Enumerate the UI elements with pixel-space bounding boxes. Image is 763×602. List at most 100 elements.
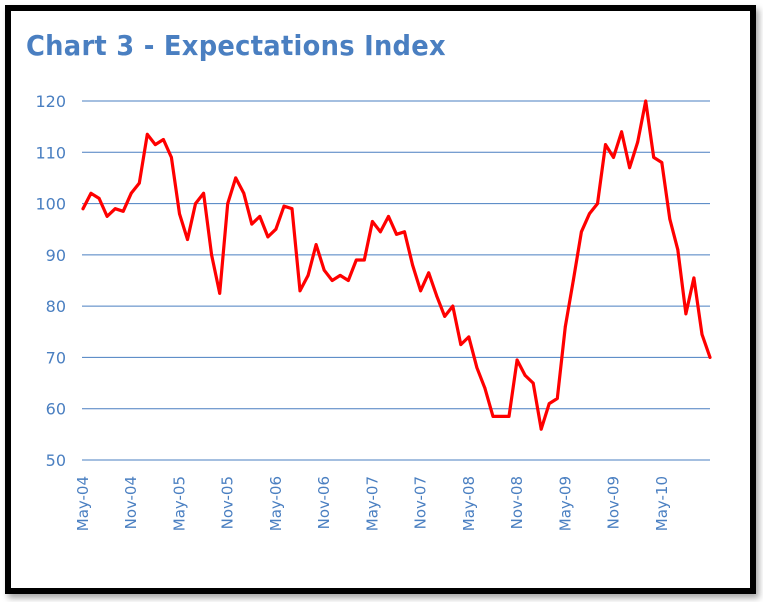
y-axis-ticks: 50 60 70 80 90 100 110 120 xyxy=(35,92,66,470)
data-point xyxy=(170,156,173,159)
data-point xyxy=(692,276,696,280)
data-point xyxy=(571,279,575,282)
data-point xyxy=(113,207,117,211)
y-tick-label: 90 xyxy=(46,246,66,265)
data-point xyxy=(322,268,326,272)
data-point xyxy=(330,279,334,282)
data-point xyxy=(145,132,149,136)
series-line xyxy=(81,99,712,431)
data-point xyxy=(443,315,447,318)
series-layer xyxy=(81,99,712,431)
data-point xyxy=(282,204,286,208)
data-point xyxy=(97,197,101,200)
data-point xyxy=(467,335,471,339)
data-point xyxy=(346,279,350,282)
data-point xyxy=(507,415,511,418)
data-point xyxy=(338,273,342,277)
gridlines xyxy=(82,100,710,461)
data-point xyxy=(395,232,398,236)
data-point xyxy=(700,332,704,336)
data-point xyxy=(298,289,302,293)
x-tick-label: May-07 xyxy=(363,476,381,531)
data-point xyxy=(153,143,157,146)
x-tick-label: May-10 xyxy=(653,476,671,531)
data-point xyxy=(652,156,656,159)
data-point xyxy=(459,343,463,347)
data-point xyxy=(379,230,382,234)
x-tick-label: May-09 xyxy=(556,476,574,531)
x-tick-label: Nov-04 xyxy=(122,476,140,529)
x-axis-ticks: May-04 Nov-04 May-05 Nov-05 May-06 Nov-06 May-… xyxy=(74,476,671,531)
data-point xyxy=(555,397,559,400)
data-point xyxy=(427,271,431,275)
data-point xyxy=(531,381,535,385)
y-tick-label: 50 xyxy=(46,451,66,470)
data-point xyxy=(274,227,278,231)
x-tick-label: Nov-06 xyxy=(315,476,333,529)
data-point xyxy=(81,207,85,211)
data-point xyxy=(483,386,487,390)
data-point xyxy=(370,220,374,223)
data-point xyxy=(258,214,262,218)
x-tick-label: May-04 xyxy=(74,476,92,531)
data-point xyxy=(266,235,270,239)
data-point xyxy=(242,191,246,195)
y-tick-label: 120 xyxy=(35,92,66,111)
data-point xyxy=(579,230,583,234)
y-tick-label: 110 xyxy=(35,143,66,162)
data-point xyxy=(129,191,133,195)
data-point xyxy=(620,130,623,134)
data-point xyxy=(137,181,141,185)
data-point xyxy=(523,373,527,377)
y-tick-label: 100 xyxy=(35,195,66,214)
y-tick-label: 60 xyxy=(46,400,66,419)
data-point xyxy=(403,230,406,234)
data-point xyxy=(314,243,318,247)
data-point xyxy=(636,140,640,144)
data-point xyxy=(250,222,254,226)
chart-frame xyxy=(5,5,756,594)
x-tick-label: Nov-07 xyxy=(412,476,430,529)
data-point xyxy=(491,415,495,418)
x-tick-label: Nov-05 xyxy=(219,476,237,529)
data-point xyxy=(588,212,591,216)
data-point xyxy=(202,191,205,195)
x-tick-label: May-08 xyxy=(460,476,478,531)
data-point xyxy=(306,273,310,277)
x-tick-label: Nov-08 xyxy=(508,476,526,529)
data-point xyxy=(604,143,607,146)
data-point xyxy=(290,207,294,211)
y-tick-label: 80 xyxy=(46,297,66,316)
data-point xyxy=(194,202,197,205)
data-point xyxy=(612,156,615,159)
data-point xyxy=(387,214,390,218)
data-point xyxy=(178,212,181,216)
data-point xyxy=(515,358,519,362)
data-point xyxy=(105,214,109,218)
data-point xyxy=(161,138,165,141)
data-point xyxy=(362,258,366,262)
data-point xyxy=(499,415,503,418)
data-point xyxy=(186,238,189,241)
data-point xyxy=(539,427,543,431)
data-point xyxy=(684,312,688,316)
x-tick-label: May-05 xyxy=(170,476,188,531)
data-point xyxy=(708,356,712,359)
x-tick-label: Nov-09 xyxy=(605,476,623,529)
data-point xyxy=(547,402,551,405)
x-tick-label: May-06 xyxy=(267,476,285,531)
data-point xyxy=(226,202,230,205)
data-point xyxy=(628,166,632,170)
data-point xyxy=(563,325,567,329)
data-point xyxy=(210,253,214,257)
data-point xyxy=(411,263,414,267)
data-point xyxy=(218,291,222,295)
data-point xyxy=(475,366,479,370)
data-point xyxy=(121,209,125,213)
data-point xyxy=(89,191,93,195)
data-point xyxy=(668,217,672,221)
data-point xyxy=(660,161,664,164)
chart-title: Chart 3 - Expectations Index xyxy=(26,29,446,62)
data-point xyxy=(676,248,680,252)
data-point xyxy=(596,202,599,205)
